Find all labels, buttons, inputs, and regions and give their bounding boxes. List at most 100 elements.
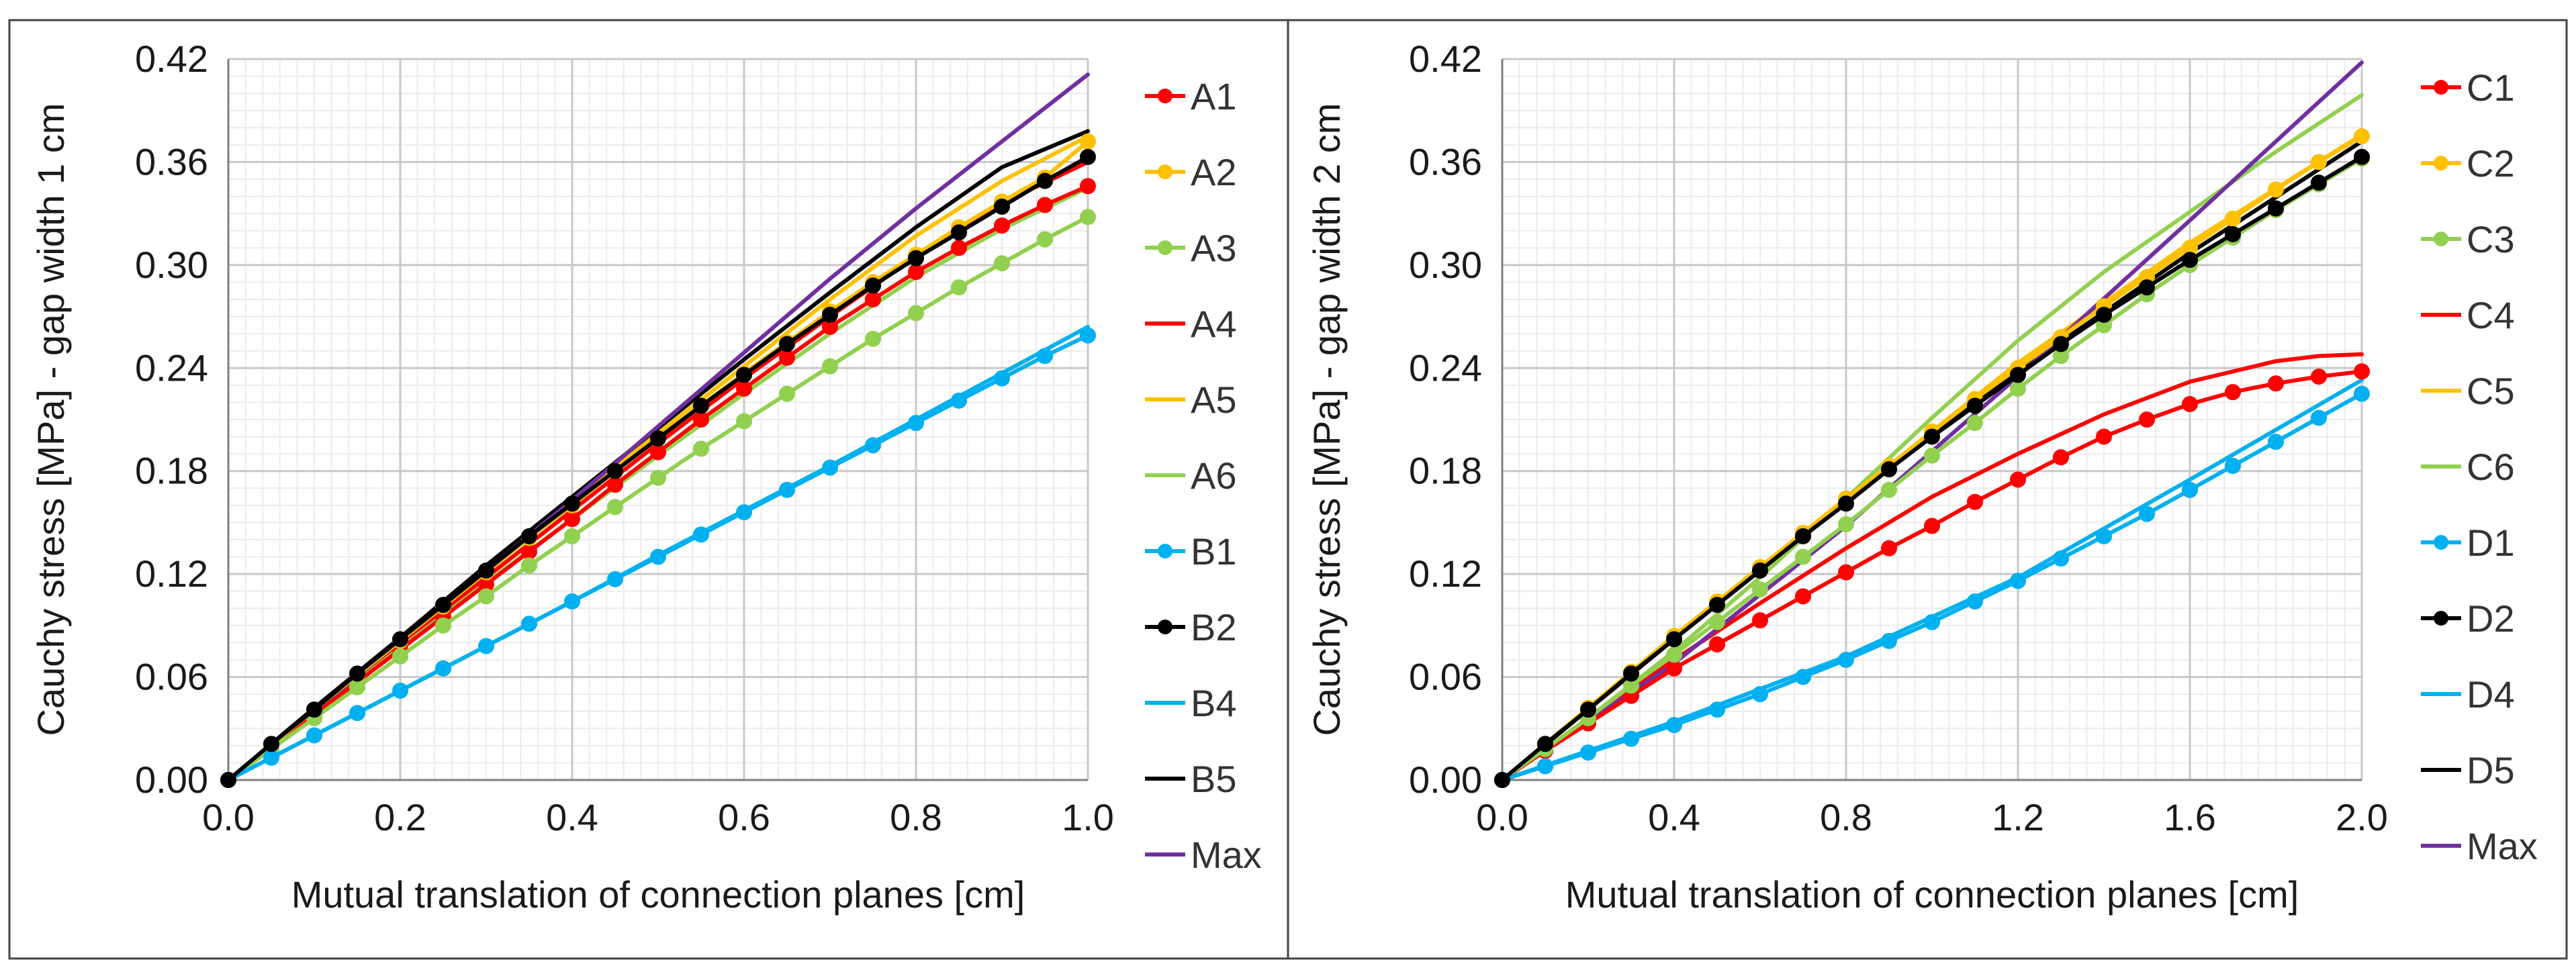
data-point-d2 [1838,495,1854,512]
data-point-b1 [306,727,322,744]
data-point-d2 [2182,252,2198,268]
data-point-b2 [607,462,623,479]
data-point-c1 [2010,471,2026,488]
series-group [220,72,1096,788]
legend-label: B5 [1191,758,1237,800]
data-point-a1 [693,411,709,428]
data-point-c1 [2139,411,2155,428]
data-point-d1 [2182,481,2198,498]
x-axis-title: Mutual translation of connection planes … [1565,873,2299,916]
y-tick-label: 0.42 [135,38,208,80]
data-point-b1 [865,437,881,454]
data-point-d2 [1494,772,1510,788]
data-point-b2 [693,397,709,414]
data-point-c3 [1924,447,1940,464]
legend-label: C6 [2467,446,2515,488]
y-tick-label: 0.00 [1409,759,1482,801]
legend-marker-c2 [2434,156,2448,170]
data-point-d2 [1709,597,1725,614]
data-point-b2 [349,665,365,682]
y-tick-label: 0.12 [135,552,208,595]
data-point-c2 [2354,128,2370,145]
data-point-b2 [1080,148,1096,165]
data-point-d2 [1967,397,1983,414]
y-tick-label: 0.24 [135,346,208,389]
data-point-b1 [564,593,580,610]
data-point-a3 [435,617,451,634]
data-point-b1 [392,683,408,699]
data-point-c1 [2096,428,2112,445]
data-point-c1 [1752,612,1768,629]
legend-marker-c3 [2434,232,2448,246]
data-point-b1 [1080,327,1096,344]
data-point-a1 [650,444,666,460]
legend-label: Max [1191,834,1262,876]
data-point-c3 [1666,646,1682,663]
data-point-d1 [1838,652,1854,668]
y-tick-label: 0.36 [135,140,208,183]
data-point-b2 [865,277,881,294]
data-point-a1 [779,349,795,366]
data-point-b2 [392,631,408,648]
x-tick-label: 0.8 [890,796,942,838]
data-point-b2 [994,198,1010,215]
data-point-b2 [736,366,752,383]
y-tick-label: 0.42 [1409,38,1482,80]
data-point-c1 [2182,395,2198,412]
data-point-b1 [1037,348,1053,364]
data-point-a3 [349,679,365,695]
legend: A1 A2 A3 A4 A5 A6 B1 B2 B4 B5 Max [1145,75,1262,876]
data-point-c1 [2268,375,2284,392]
data-point-d1 [1924,614,1940,630]
y-tick-label: 0.18 [1409,450,1482,492]
data-point-b2 [478,563,494,579]
x-tick-label: 1.6 [2164,796,2216,838]
legend-label: A2 [1191,151,1237,193]
data-point-d2 [1537,736,1553,752]
data-point-d1 [2010,573,2026,589]
data-point-a3 [822,358,838,375]
legend-label: A1 [1191,75,1237,117]
legend-marker-b2 [1158,620,1172,634]
data-point-d1 [2139,505,2155,522]
data-point-a3 [650,469,666,486]
data-point-b2 [951,224,967,241]
data-point-a3 [779,385,795,402]
data-point-d2 [2225,226,2241,242]
data-point-b1 [478,638,494,654]
y-tick-label: 0.06 [1409,656,1482,698]
data-point-a1 [736,380,752,397]
data-point-c3 [1709,614,1725,630]
series-line-c4 [1500,352,2364,782]
y-tick-label: 0.36 [1409,140,1482,183]
data-point-d1 [2096,528,2112,544]
data-point-d2 [2053,336,2069,352]
data-point-a3 [908,305,924,322]
data-point-b1 [693,526,709,543]
data-point-a1 [994,217,1010,234]
data-point-d2 [1924,428,1940,445]
y-tick-label: 0.24 [1409,346,1482,389]
x-tick-label: 0.2 [374,796,426,838]
data-point-b1 [349,705,365,722]
data-point-b1 [650,548,666,565]
data-point-d1 [2354,385,2370,402]
data-point-d1 [1752,686,1768,703]
data-point-d2 [1666,631,1682,648]
data-point-c3 [1881,481,1897,498]
x-axis-title: Mutual translation of connection planes … [291,873,1025,916]
legend-marker-b1 [1158,544,1172,558]
data-point-b2 [564,495,580,512]
series-group [1494,60,2370,788]
legend-label: A3 [1191,227,1237,269]
legend-marker-c1 [2434,80,2448,95]
data-point-d2 [2311,175,2327,191]
x-tick-label: 1.0 [1062,796,1114,838]
data-point-c1 [2354,363,2370,380]
data-point-d2 [1580,701,1596,718]
data-point-b1 [994,370,1010,387]
data-point-b1 [736,504,752,521]
x-tick-label: 0.0 [1476,796,1528,838]
data-point-c1 [1967,493,1983,510]
